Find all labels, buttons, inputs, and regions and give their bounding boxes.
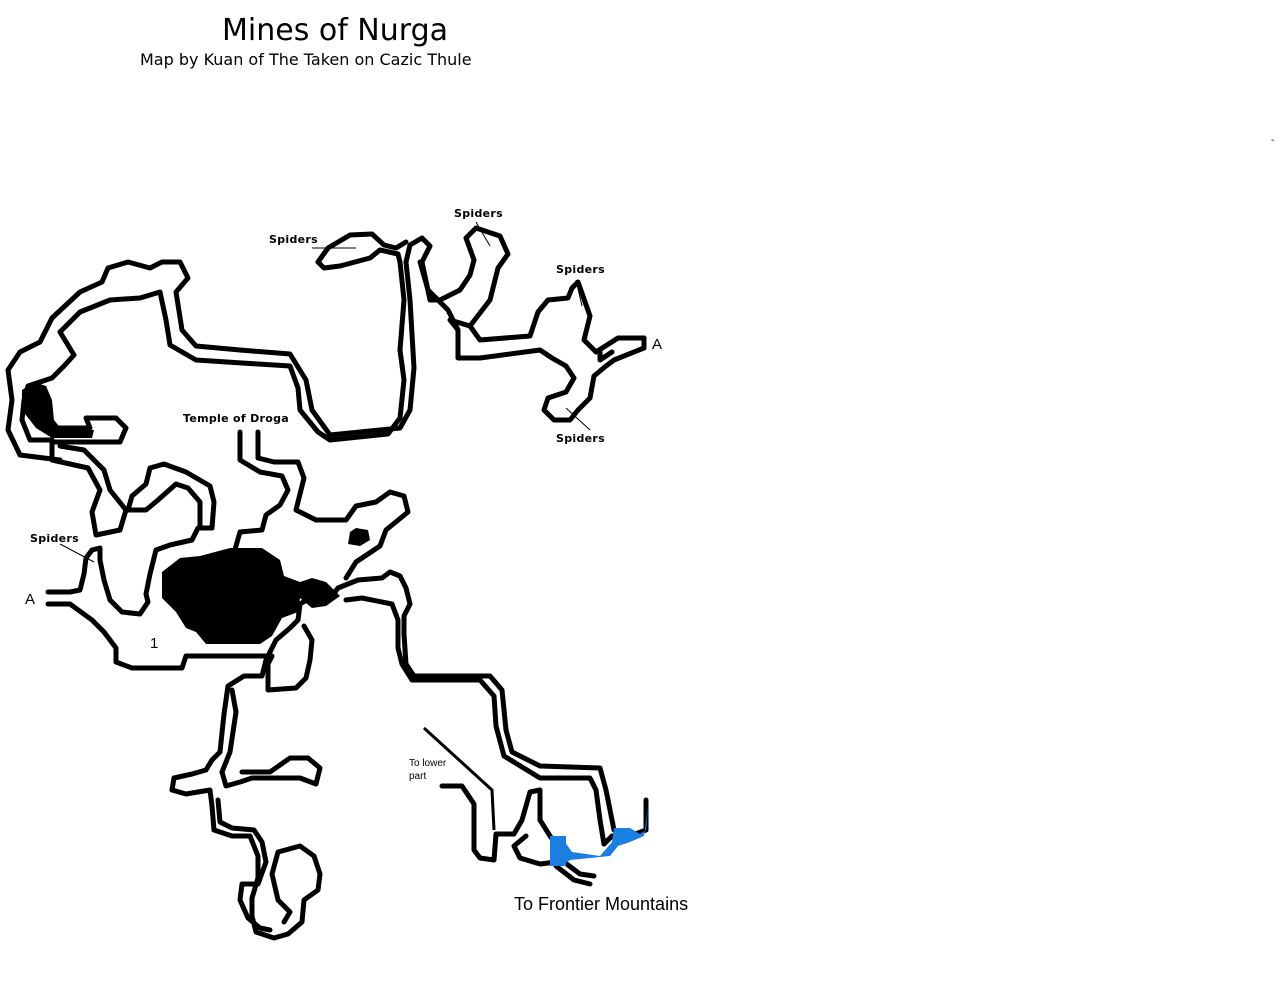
water-areas (550, 806, 648, 866)
pointer-lines (59, 221, 591, 563)
wall-central-east (343, 595, 607, 847)
wall-south-tunnel-a (169, 657, 323, 941)
wall-right-branch (447, 317, 647, 363)
label-spiders-top-left: Spiders (269, 233, 318, 246)
dark-pit-left (22, 382, 94, 438)
label-spiders-right-lower: Spiders (556, 432, 605, 445)
dark-pit-small (348, 528, 370, 546)
wall-temple-corridor (229, 429, 411, 581)
cave-walls (5, 225, 649, 941)
label-temple: Temple of Droga (183, 412, 289, 425)
pointer-spiders-right-lower (565, 407, 591, 431)
label-spiders-left: Spiders (30, 532, 79, 545)
lower-part-line (422, 726, 496, 831)
wall-upper-loop-outer (5, 225, 647, 463)
marker-1: 1 (150, 635, 158, 652)
wall-central-south (45, 569, 617, 833)
map-title: Mines of Nurga (222, 13, 448, 48)
pointer-spiders-right-upper (575, 279, 583, 307)
wall-left-lobe (49, 437, 129, 538)
pointer-spiders-left (59, 543, 95, 563)
wall-left-ledge (49, 415, 129, 445)
label-to-lower-line2: part (409, 771, 426, 782)
dark-pit-central (162, 548, 340, 644)
wall-central-west (45, 461, 217, 617)
wall-upper-loop-inner (19, 231, 647, 443)
label-spiders-top-center: Spiders (454, 207, 503, 220)
wall-lower-part (439, 783, 565, 867)
stray-mark: - (1271, 135, 1274, 146)
pointer-spiders-top-center (475, 221, 491, 247)
marker-a-left: A (25, 591, 35, 608)
map-subtitle: Map by Kuan of The Taken on Cazic Thule (140, 50, 472, 69)
label-spiders-right-upper: Spiders (556, 263, 605, 276)
wall-exit-corridor (553, 859, 597, 887)
label-exit: To Frontier Mountains (514, 894, 688, 914)
water-notch (550, 836, 566, 866)
marker-a-right: A (652, 336, 662, 353)
dark-areas (22, 382, 370, 644)
wall-south-tunnel-b (215, 623, 323, 933)
label-to-lower-line1: To lower (409, 758, 447, 769)
